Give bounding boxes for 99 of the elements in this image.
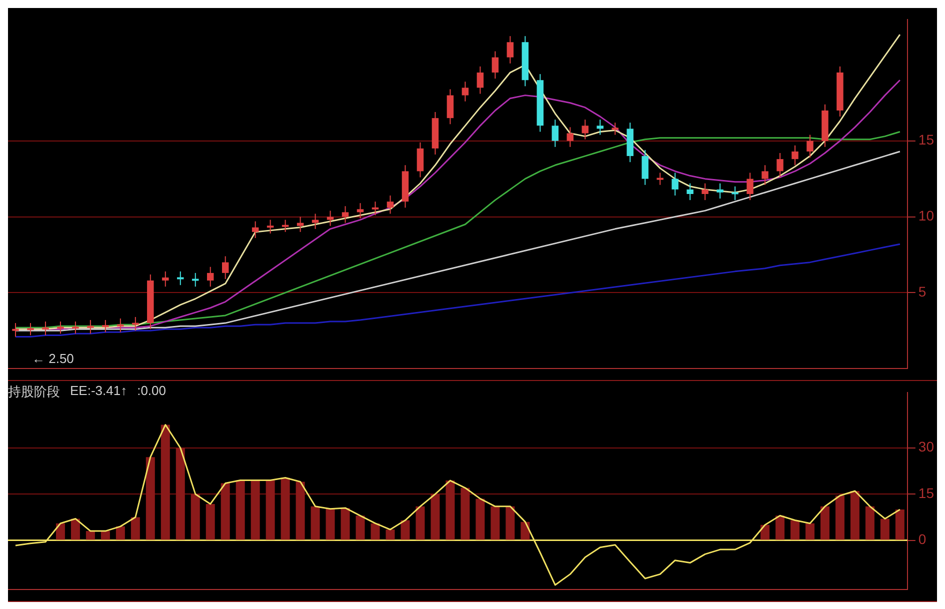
bar [476, 498, 485, 540]
y-tick-label: 30 [918, 438, 934, 455]
bar [776, 516, 785, 540]
bar [220, 483, 230, 540]
annotation: ← 2.50 [32, 351, 74, 366]
bar [70, 518, 80, 540]
candlestick [582, 119, 589, 140]
candlestick [266, 219, 274, 234]
candlestick [506, 36, 514, 64]
bar [805, 523, 814, 540]
candlestick [416, 142, 424, 178]
bar [430, 494, 440, 540]
candlestick [342, 206, 349, 224]
bar [446, 480, 455, 540]
bar [296, 482, 305, 540]
y-tick-label: 10 [918, 208, 934, 224]
bar [146, 457, 155, 540]
candlestick [282, 219, 289, 232]
candlestick [612, 122, 618, 136]
candlestick [72, 321, 79, 334]
candlestick [132, 316, 139, 332]
candlestick [162, 270, 169, 288]
bar [506, 506, 515, 540]
bar [100, 531, 110, 540]
candlestick [296, 216, 304, 232]
bar [206, 504, 215, 540]
chart-title: 持股阶段 [8, 383, 60, 401]
bar [460, 488, 470, 540]
bar [865, 506, 874, 540]
bar [116, 526, 125, 540]
candlestick [446, 88, 454, 125]
candlestick [642, 149, 648, 186]
bar [820, 506, 830, 540]
bar [356, 516, 365, 540]
bar [790, 520, 800, 540]
candlestick [42, 321, 49, 336]
bar [130, 517, 140, 540]
candlestick [476, 66, 484, 94]
bar [386, 530, 395, 540]
bar [56, 523, 65, 540]
candlestick [656, 172, 664, 186]
candlestick [776, 152, 784, 178]
candlestick [372, 201, 379, 216]
y-tick-label: 0 [918, 531, 926, 548]
candlestick [222, 256, 229, 280]
y-tick-label: 15 [918, 484, 934, 501]
bar [850, 491, 860, 540]
y-tick-label: 5 [918, 284, 926, 300]
candlestick [716, 182, 724, 200]
candlestick [702, 182, 708, 201]
candlestick [326, 210, 334, 226]
candlestick [596, 119, 604, 136]
candlestick [552, 119, 559, 148]
bar [266, 480, 275, 540]
bar [520, 522, 530, 540]
y-tick-label: 15 [918, 132, 934, 148]
bar [760, 524, 770, 540]
bar [490, 506, 500, 540]
candlestick [492, 50, 499, 80]
annotation: :0.00 [137, 383, 166, 400]
candlestick [192, 272, 199, 288]
candlestick [746, 172, 754, 201]
candlestick [177, 270, 184, 286]
candlestick [207, 266, 214, 288]
candlestick [686, 182, 694, 201]
candlestick [12, 322, 19, 338]
candlestick [27, 322, 34, 336]
candlestick [102, 320, 109, 333]
candlestick [566, 126, 574, 148]
bar [895, 509, 904, 540]
bar [310, 506, 320, 540]
bar [416, 506, 425, 540]
candlestick [672, 172, 678, 196]
candlestick [462, 81, 469, 102]
candlestick [732, 186, 738, 201]
bar [400, 520, 410, 540]
candlestick [792, 144, 798, 166]
candlestick [57, 321, 64, 334]
bar [280, 478, 290, 540]
candlestick [806, 134, 814, 158]
bar [236, 480, 245, 540]
candlestick [312, 213, 319, 230]
candlestick [386, 195, 394, 214]
bar [190, 494, 200, 540]
bar [250, 480, 260, 540]
candlestick [252, 220, 259, 239]
bar [370, 523, 380, 540]
bar [176, 448, 185, 540]
bar [835, 496, 844, 540]
annotation: EE:-3.41↑ [70, 383, 128, 400]
bar [326, 508, 335, 540]
candlestick [762, 164, 768, 186]
bar [160, 424, 170, 540]
candlestick [356, 202, 364, 219]
candlestick [117, 318, 124, 333]
bar [880, 518, 890, 540]
bar [340, 508, 350, 540]
bar [86, 531, 95, 540]
candlestick [87, 320, 94, 334]
